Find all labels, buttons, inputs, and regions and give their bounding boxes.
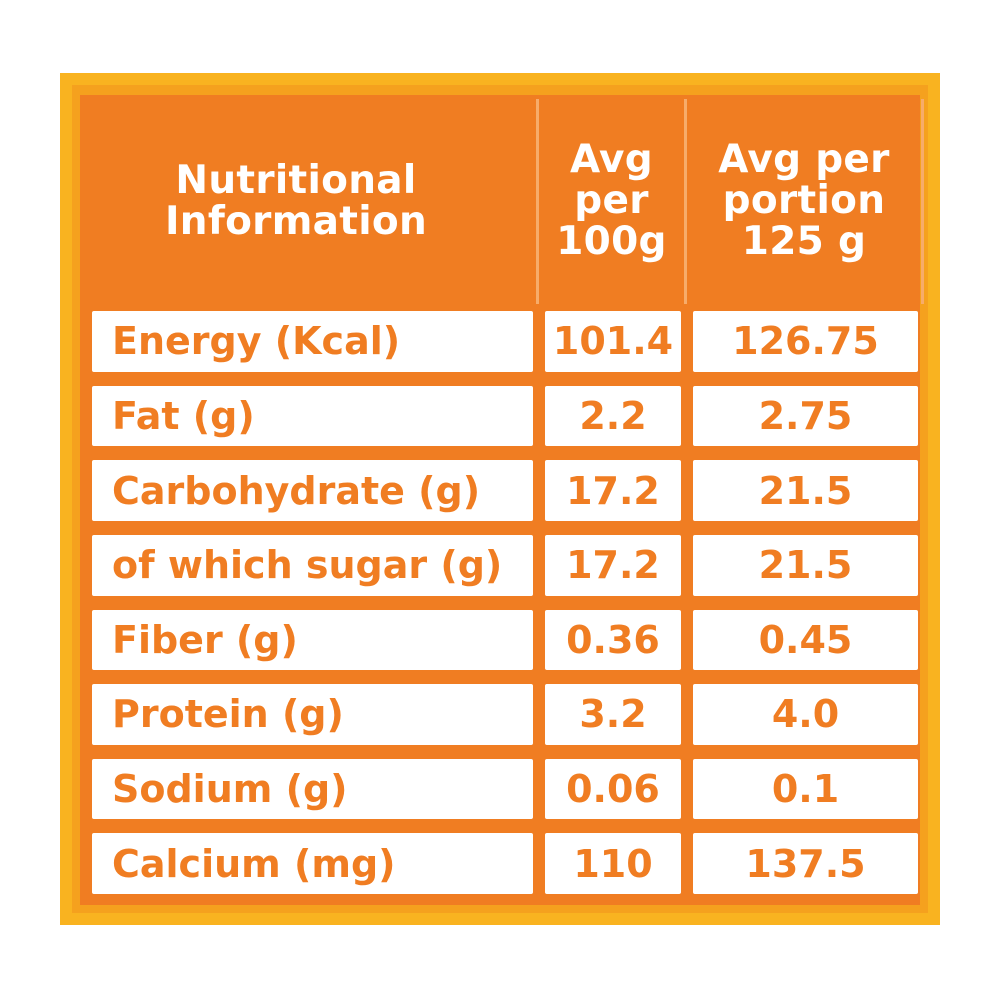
row-sugar-per-portion: 21.5 [693,534,918,596]
row-fat-per-portion: 2.75 [693,385,918,447]
row-carbohydrate-per-portion: 21.5 [693,460,918,521]
row-carbohydrate-label: Carbohydrate (g) [92,460,533,521]
row-fat-label: Fat (g) [92,385,533,447]
row-energy-label: Energy (Kcal) [92,311,533,372]
row-sugar-label: of which sugar (g) [92,534,533,596]
header-avg-per-100g: Avg per 100g [539,99,687,304]
row-carbohydrate-per-100g: 17.2 [545,460,681,521]
nutrition-table: Nutritional Information Avg per 100g Avg… [80,95,924,905]
row-fat-per-100g: 2.2 [545,385,681,447]
row-energy-per-100g: 101.4 [545,311,681,372]
row-sugar-per-100g: 17.2 [545,534,681,596]
row-protein-per-portion: 4.0 [693,684,918,745]
row-energy-per-portion: 126.75 [693,311,918,372]
row-sodium-label: Sodium (g) [92,758,533,820]
row-calcium-per-100g: 110 [545,833,681,894]
row-sodium-per-100g: 0.06 [545,758,681,820]
row-calcium-label: Calcium (mg) [92,833,533,894]
row-fiber-label: Fiber (g) [92,609,533,671]
row-sodium-per-portion: 0.1 [693,758,918,820]
row-calcium-per-portion: 137.5 [693,833,918,894]
row-fiber-per-portion: 0.45 [693,609,918,671]
header-avg-per-portion: Avg per portion 125 g [687,99,924,304]
row-protein-label: Protein (g) [92,684,533,745]
row-protein-per-100g: 3.2 [545,684,681,745]
header-nutritional-information: Nutritional Information [84,99,539,304]
row-fiber-per-100g: 0.36 [545,609,681,671]
